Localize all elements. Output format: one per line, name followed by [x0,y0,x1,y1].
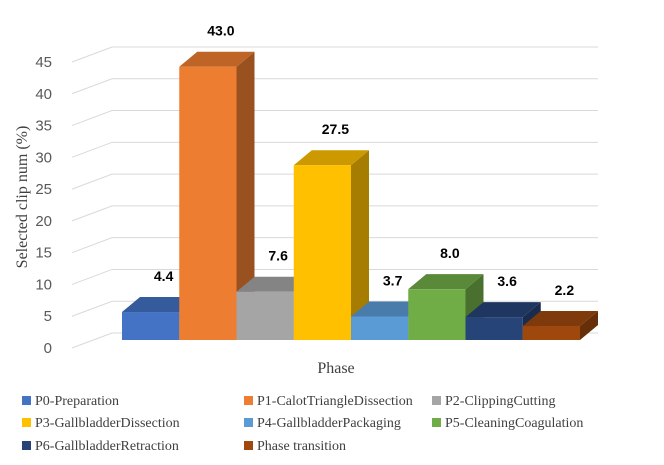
legend-item: P1-CalotTriangleDissection [244,394,413,409]
legend-label: P3-GallbladderDissection [35,416,180,431]
bar-front [408,289,466,340]
bar-side [351,150,369,340]
bars [122,51,598,340]
bar-front [465,317,523,340]
data-label: 3.7 [383,272,403,288]
legend-item: P3-GallbladderDissection [22,416,180,431]
bar-front [351,316,409,340]
legend-swatch [244,396,253,405]
legend-item: P0-Preparation [22,394,119,409]
y-tick-label: 25 [35,181,52,198]
bar-side [236,51,255,340]
bar-front [179,66,237,340]
bar-top [179,51,255,67]
bar-side [580,311,598,340]
bar-top [522,311,598,327]
y-tick-label: 15 [35,245,52,262]
legend-label: P6-GallbladderRetraction [35,439,179,454]
y-axis-ticks: 0 5 10 15 20 25 30 35 40 45 [35,54,52,357]
bar-top [465,302,541,318]
gridline [71,78,598,95]
bar-p3-gallbladderdissection [293,150,369,340]
data-label: 7.6 [268,248,288,264]
y-axis-label: Selected clip num (%) [14,126,31,269]
y-tick-label: 35 [35,118,52,135]
y-tick-label: 45 [35,54,52,71]
y-tick-label: 30 [35,149,52,166]
y-tick-label: 5 [44,308,52,325]
gridline [71,237,598,254]
bar-top [236,276,312,292]
data-label: 4.4 [154,268,174,284]
legend-swatch [244,441,253,450]
y-tick-label: 20 [35,213,52,230]
legend-item: P5-CleaningCoagulation [432,416,583,431]
legend: P0-Preparation P1-CalotTriangleDissection… [22,394,583,454]
legend-item: P6-GallbladderRetraction [22,439,179,454]
legend-swatch [432,418,441,427]
data-label: 2.2 [555,282,575,298]
data-label: 3.6 [497,273,517,289]
gridlines [71,46,598,349]
bar-front [293,165,351,340]
legend-label: P5-CleaningCoagulation [445,416,583,431]
data-label: 27.5 [322,121,349,137]
legend-label: P4-GallbladderPackaging [257,416,401,431]
gridline [71,141,598,158]
legend-swatch [22,418,31,427]
data-label: 8.0 [440,245,460,261]
legend-label: P0-Preparation [35,394,119,409]
legend-label: Phase transition [257,439,346,454]
legend-label: P2-ClippingCutting [445,394,555,409]
legend-swatch [22,441,31,450]
bar-top [351,301,427,317]
legend-item: P4-GallbladderPackaging [244,416,401,431]
y-tick-label: 0 [44,340,52,357]
legend-label: P1-CalotTriangleDissection [257,394,413,409]
data-label: 43.0 [207,23,234,39]
bar-top [122,297,198,313]
y-tick-label: 10 [35,276,52,293]
bar-p1-calottriangledissection [179,51,255,340]
bar-front [236,291,294,340]
bar-top [408,274,484,290]
legend-item: Phase transition [244,439,346,454]
legend-swatch [244,418,253,427]
y-tick-label: 40 [35,86,52,103]
gridline [71,46,598,63]
gridline [71,173,598,190]
gridline [71,110,598,127]
bar-front [122,312,180,340]
x-axis-label: Phase [317,360,354,377]
gridline [71,268,598,285]
bar-top [293,150,369,166]
data-labels: 4.4 43.0 7.6 27.5 3.7 8.0 3.6 2.2 [154,23,574,298]
bar-phase-transition [522,311,598,340]
legend-swatch [22,396,31,405]
legend-item: P2-ClippingCutting [432,394,555,409]
legend-swatch [432,396,441,405]
gridline [71,205,598,222]
bar-front [522,326,580,340]
